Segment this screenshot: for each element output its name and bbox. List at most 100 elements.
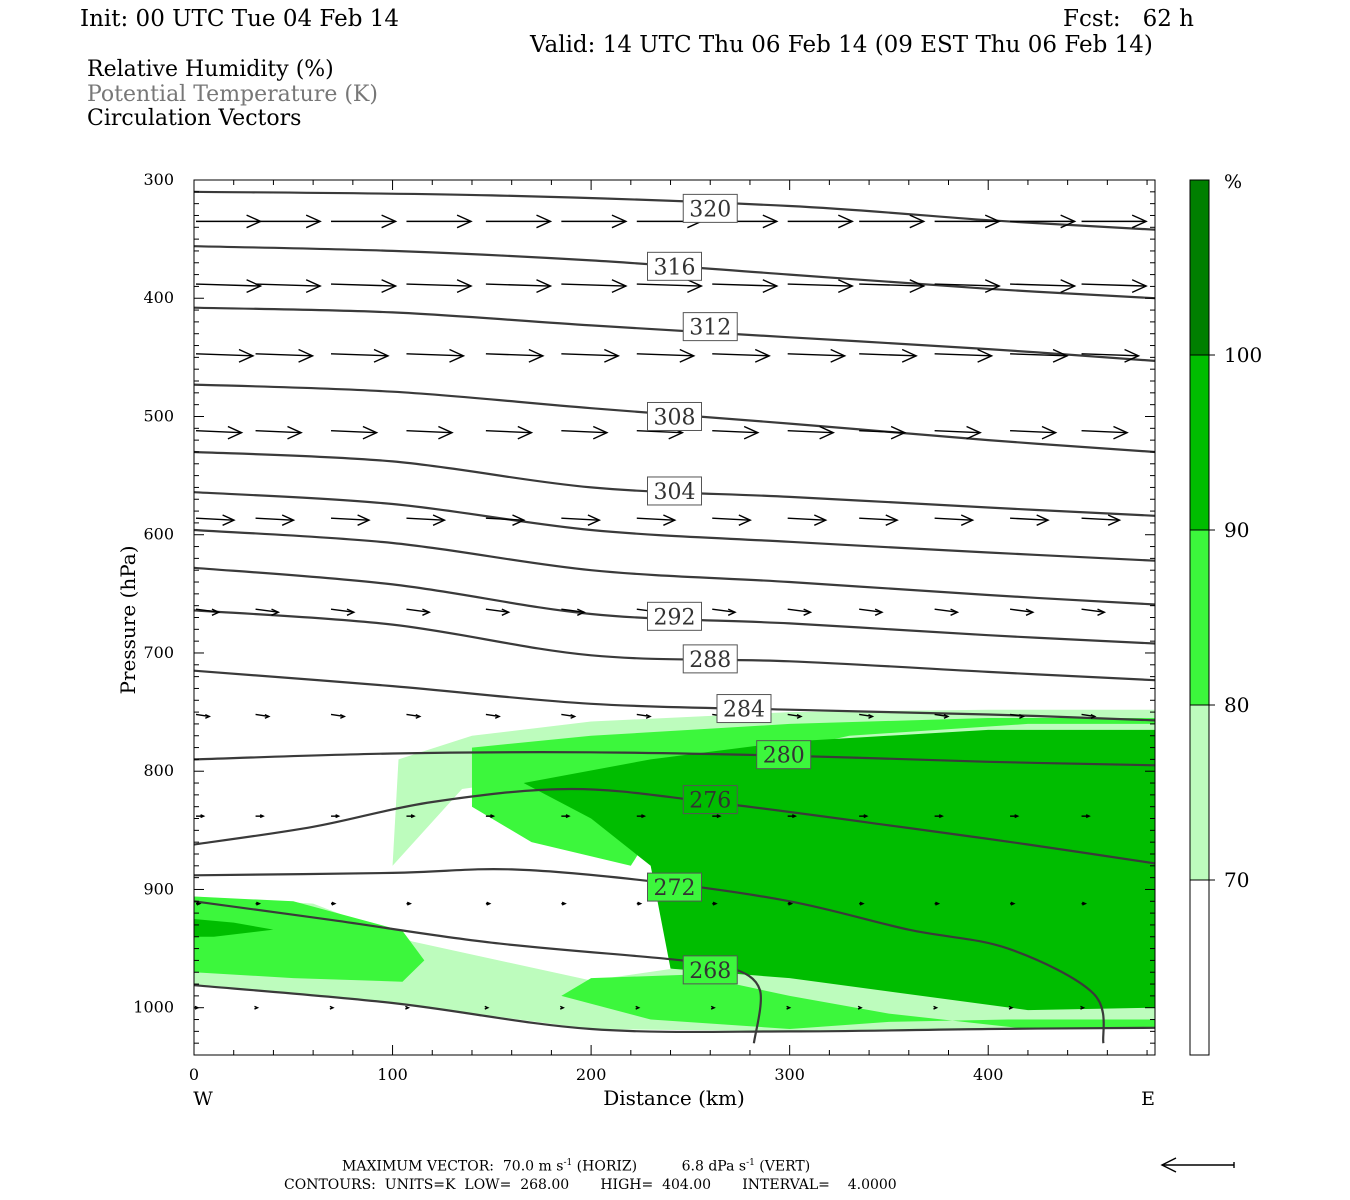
vector-arrow	[331, 901, 337, 906]
vector-arrow	[330, 348, 390, 363]
vector-head	[838, 279, 854, 293]
vector-head	[222, 514, 236, 526]
vector-head	[211, 608, 221, 616]
vector-arrow	[1080, 1005, 1086, 1010]
colorbar-band-3	[1190, 355, 1209, 530]
vector-head	[486, 901, 492, 906]
vector-arrow	[331, 814, 341, 819]
vector-shaft	[330, 353, 389, 357]
vector-arrow	[1081, 348, 1141, 363]
colorbar-level-label: 100	[1224, 343, 1262, 367]
max-vector-key-arrow	[1160, 1157, 1235, 1173]
vector-arrow	[330, 425, 379, 440]
vector-head	[1008, 1005, 1014, 1010]
vector-arrow	[1009, 608, 1035, 616]
vector-head	[281, 514, 296, 526]
max-vector-vert-unit: (VERT)	[759, 1158, 811, 1175]
vector-arrow	[934, 348, 994, 363]
vector-arrow	[196, 901, 202, 906]
contour-label-box-292	[647, 601, 702, 631]
vector-arrow	[859, 814, 869, 819]
vector-head	[938, 814, 944, 819]
vector-head	[1019, 714, 1026, 719]
vector-head	[238, 348, 255, 363]
vector-arrow	[859, 425, 907, 440]
vector-arrow	[485, 713, 501, 719]
vector-head	[196, 901, 202, 906]
vector-arrow	[786, 1005, 792, 1010]
vector-shaft	[255, 608, 279, 613]
y-axis-label: Pressure (hPa)	[116, 546, 140, 695]
vector-head	[885, 514, 899, 526]
vector-head	[1041, 425, 1058, 440]
theta-contour-272	[194, 868, 1105, 1044]
vector-arrow	[712, 608, 737, 616]
vector-arrow	[1010, 348, 1069, 363]
legend-relative-humidity: Relative Humidity (%)	[87, 57, 334, 82]
vector-head	[559, 1005, 565, 1010]
vector-arrow	[859, 214, 926, 229]
vector-head	[381, 279, 398, 293]
vector-head	[494, 714, 501, 719]
vector-head	[712, 901, 718, 906]
vector-arrow	[859, 279, 926, 293]
axes: 0 100 200 300 400 300 400 500 600 700 800 900 1000	[133, 170, 1155, 1084]
vector-shaft	[787, 283, 853, 287]
vector-arrow	[859, 514, 899, 526]
vector-head	[1097, 608, 1107, 616]
x-tick-label: 100	[377, 1065, 408, 1084]
circulation-vectors	[194, 214, 1148, 1010]
vector-arrow	[859, 901, 865, 906]
vector-arrow	[485, 348, 545, 363]
vector-head	[909, 279, 926, 293]
vector-arrow	[1008, 1005, 1014, 1010]
theta-contour-284	[194, 669, 1155, 722]
vector-arrow	[195, 348, 255, 363]
vector-arrow	[1010, 814, 1020, 819]
contour-label-box-312	[682, 312, 738, 342]
contour-label-284: 284	[723, 698, 765, 723]
vector-head	[1113, 425, 1129, 440]
vector-arrow	[255, 901, 262, 906]
vector-head	[645, 714, 652, 719]
legend-circulation-vectors: Circulation Vectors	[87, 106, 302, 131]
contour-label-272: 272	[654, 876, 696, 901]
vector-arrow	[712, 279, 779, 293]
theta-contour-6	[194, 528, 1155, 606]
vector-shaft	[712, 429, 758, 434]
vector-head	[966, 425, 982, 440]
vector-head	[637, 901, 643, 906]
vector-head	[501, 608, 511, 616]
vector-arrow	[405, 1005, 411, 1010]
vector-shaft	[255, 283, 321, 287]
contour-label-316: 316	[654, 255, 696, 280]
vector-shaft	[485, 353, 543, 357]
vector-shaft	[561, 517, 600, 521]
vector-shaft	[859, 353, 917, 357]
vector-arrow	[329, 1005, 335, 1010]
contour-label-320: 320	[689, 197, 731, 222]
vector-head	[754, 348, 771, 363]
vector-arrow	[636, 713, 652, 719]
vector-head	[857, 1005, 863, 1010]
vector-shaft	[485, 608, 509, 613]
vector-arrow	[255, 514, 296, 526]
vector-shaft	[636, 429, 683, 434]
vector-shaft	[1010, 517, 1049, 521]
vector-arrow	[934, 713, 950, 719]
vector-arrow	[1081, 214, 1148, 229]
vector-head	[329, 1005, 335, 1010]
vector-arrow	[859, 348, 918, 363]
vector-head	[868, 714, 875, 719]
vector-arrow	[406, 608, 431, 616]
vector-arrow	[406, 348, 466, 363]
vector-shaft	[195, 608, 219, 613]
vector-arrow	[561, 608, 586, 616]
vector-head	[1124, 348, 1141, 363]
contours-info: CONTOURS: UNITS=K LOW= 268.00 HIGH= 404.…	[284, 1177, 897, 1193]
vector-shaft	[485, 429, 532, 434]
vector-arrow	[561, 279, 628, 293]
vector-arrow	[485, 814, 496, 819]
vector-head	[456, 214, 473, 229]
vector-head	[1060, 279, 1077, 293]
